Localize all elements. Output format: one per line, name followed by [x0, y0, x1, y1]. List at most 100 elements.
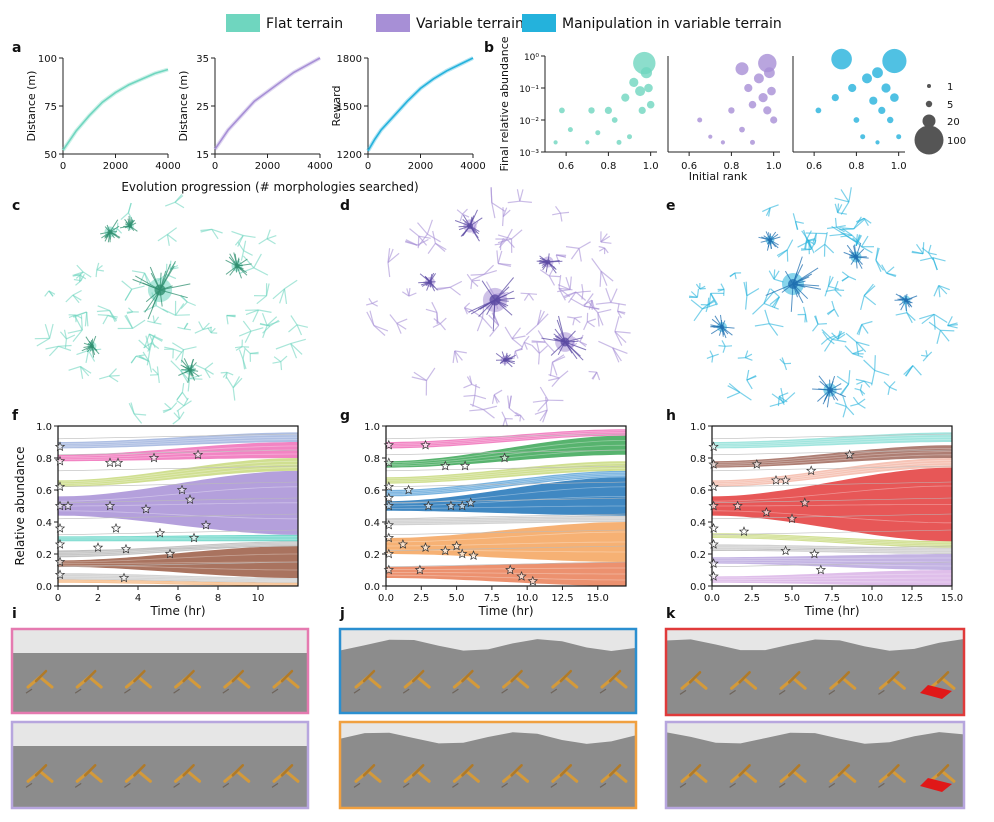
lineage-line — [57, 529, 299, 536]
y-axis-label: Distance (m) — [177, 71, 190, 142]
creature-limb — [692, 676, 708, 690]
tree-branch — [202, 322, 210, 330]
tree-branch — [290, 315, 298, 326]
creature — [25, 764, 54, 788]
size-legend-marker — [914, 125, 944, 155]
y-axis-label: Relative abundance — [13, 447, 27, 566]
tree-branch — [147, 320, 155, 324]
tree-branch — [181, 391, 189, 401]
tree-branch — [506, 238, 515, 248]
creature-limb — [742, 676, 758, 690]
tree-branch — [598, 245, 605, 249]
tree-branch — [456, 209, 463, 215]
tree-branch — [406, 288, 410, 297]
tree-branch — [504, 326, 513, 339]
tree-branch — [857, 398, 866, 405]
speciation-star — [780, 474, 791, 485]
tree-branch — [600, 270, 608, 286]
tree-branch — [511, 335, 526, 340]
creature — [828, 764, 857, 788]
tree-branch — [79, 274, 87, 280]
tree-branch — [840, 234, 853, 238]
tree-branch — [763, 288, 771, 304]
tree-branch — [366, 302, 373, 306]
tree-branch — [889, 386, 898, 391]
tree-branch — [834, 217, 837, 228]
tree-branch — [549, 275, 561, 278]
tree-branch — [557, 284, 571, 291]
speciation-star — [468, 550, 479, 560]
tree-branch — [226, 314, 236, 318]
scatter-point — [848, 83, 857, 93]
creature-limb — [83, 669, 97, 683]
tree-branch — [560, 211, 570, 214]
speciation-star — [104, 500, 116, 511]
tree-root — [489, 294, 501, 306]
creature-shadow — [222, 782, 230, 788]
lineage-line — [57, 465, 299, 472]
tree-branch — [131, 270, 145, 274]
y-tick-label: 1.0 — [690, 422, 706, 433]
creature — [271, 669, 300, 694]
tree-branch — [581, 284, 584, 292]
tree-branch — [502, 216, 504, 227]
tree-branch — [814, 243, 826, 253]
tree-branch — [610, 301, 626, 306]
tree-branch — [131, 285, 145, 290]
speciation-star — [738, 526, 750, 536]
y-axis-label: Distance (m) — [25, 71, 38, 142]
tree-branch — [928, 252, 937, 256]
creature-shadow — [452, 688, 459, 694]
x-tick-label: 10.0 — [861, 593, 883, 604]
area-strand — [58, 542, 298, 553]
creature-limb — [231, 669, 245, 683]
scatter-point — [621, 93, 630, 102]
tree-branch — [172, 418, 180, 425]
tree-branch — [211, 228, 223, 234]
tree-branch — [539, 386, 549, 401]
tree-branch — [520, 292, 529, 295]
tree-branch — [187, 301, 196, 307]
tree-branch — [804, 314, 807, 323]
tree-branch — [124, 288, 133, 301]
tree-branch — [810, 240, 817, 250]
speciation-star — [815, 564, 826, 575]
size-legend-marker — [925, 100, 933, 108]
creature-limb — [940, 676, 956, 690]
tree-branch — [413, 371, 427, 382]
tree-branch — [99, 375, 110, 380]
area-strand — [712, 545, 952, 550]
tree-branch — [863, 217, 869, 227]
tree-branch — [226, 315, 229, 325]
speciation-star — [708, 522, 719, 533]
tree-branch — [171, 342, 184, 351]
tree-branch — [469, 403, 484, 411]
tree-branch — [702, 303, 717, 310]
tree-branch — [162, 408, 172, 412]
creature-shadow — [599, 782, 607, 788]
tree-branch — [592, 371, 598, 380]
tree-branch — [587, 318, 596, 323]
speciation-star — [383, 457, 394, 468]
tree-branch — [597, 309, 612, 314]
tree-root — [90, 344, 94, 348]
tree-branch — [157, 234, 168, 242]
area-strand — [712, 434, 952, 444]
tree-branch — [258, 309, 272, 313]
tree-branch — [693, 308, 703, 322]
scatter-point — [627, 134, 632, 140]
creature-limb — [284, 769, 300, 783]
tree-branch — [152, 315, 155, 323]
tree-branch — [127, 307, 134, 313]
scatter-point — [588, 107, 595, 114]
tree-branch — [523, 342, 528, 350]
tree-branch — [262, 325, 268, 339]
tree-branch — [827, 308, 835, 316]
creature — [124, 669, 152, 694]
creature — [25, 669, 54, 694]
tree-branch — [280, 355, 288, 363]
area-strand — [58, 439, 298, 448]
tree-branch — [102, 315, 109, 325]
tree-branch — [845, 405, 855, 416]
tree-branch — [175, 349, 185, 361]
